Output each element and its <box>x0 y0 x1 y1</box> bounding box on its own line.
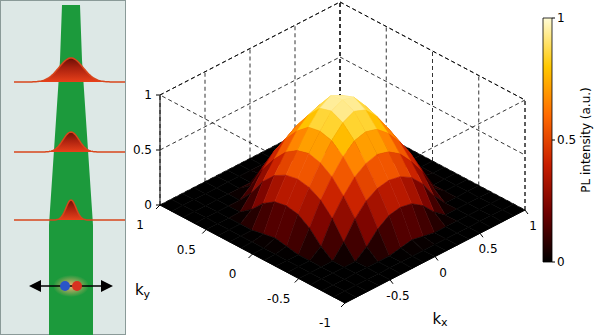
svg-text:0: 0 <box>557 255 565 269</box>
svg-text:-0.5: -0.5 <box>386 289 409 303</box>
svg-text:k: k <box>135 281 144 299</box>
svg-text:1: 1 <box>144 88 152 102</box>
svg-text:x: x <box>441 316 448 329</box>
svg-text:-1: -1 <box>319 316 331 330</box>
svg-text:1: 1 <box>136 218 144 232</box>
svg-text:PL intensity (a.u.): PL intensity (a.u.) <box>579 87 593 193</box>
svg-text:0.5: 0.5 <box>177 243 196 257</box>
svg-text:k: k <box>432 310 441 328</box>
svg-text:1: 1 <box>557 11 565 25</box>
svg-text:0.5: 0.5 <box>478 242 497 256</box>
svg-text:0: 0 <box>144 198 152 212</box>
svg-text:1: 1 <box>529 219 537 233</box>
svg-text:0: 0 <box>439 266 447 280</box>
svg-text:-0.5: -0.5 <box>267 292 290 306</box>
svg-text:y: y <box>144 288 151 301</box>
svg-text:0.5: 0.5 <box>133 143 152 157</box>
svg-text:0.5: 0.5 <box>557 133 576 147</box>
svg-text:0: 0 <box>229 267 237 281</box>
